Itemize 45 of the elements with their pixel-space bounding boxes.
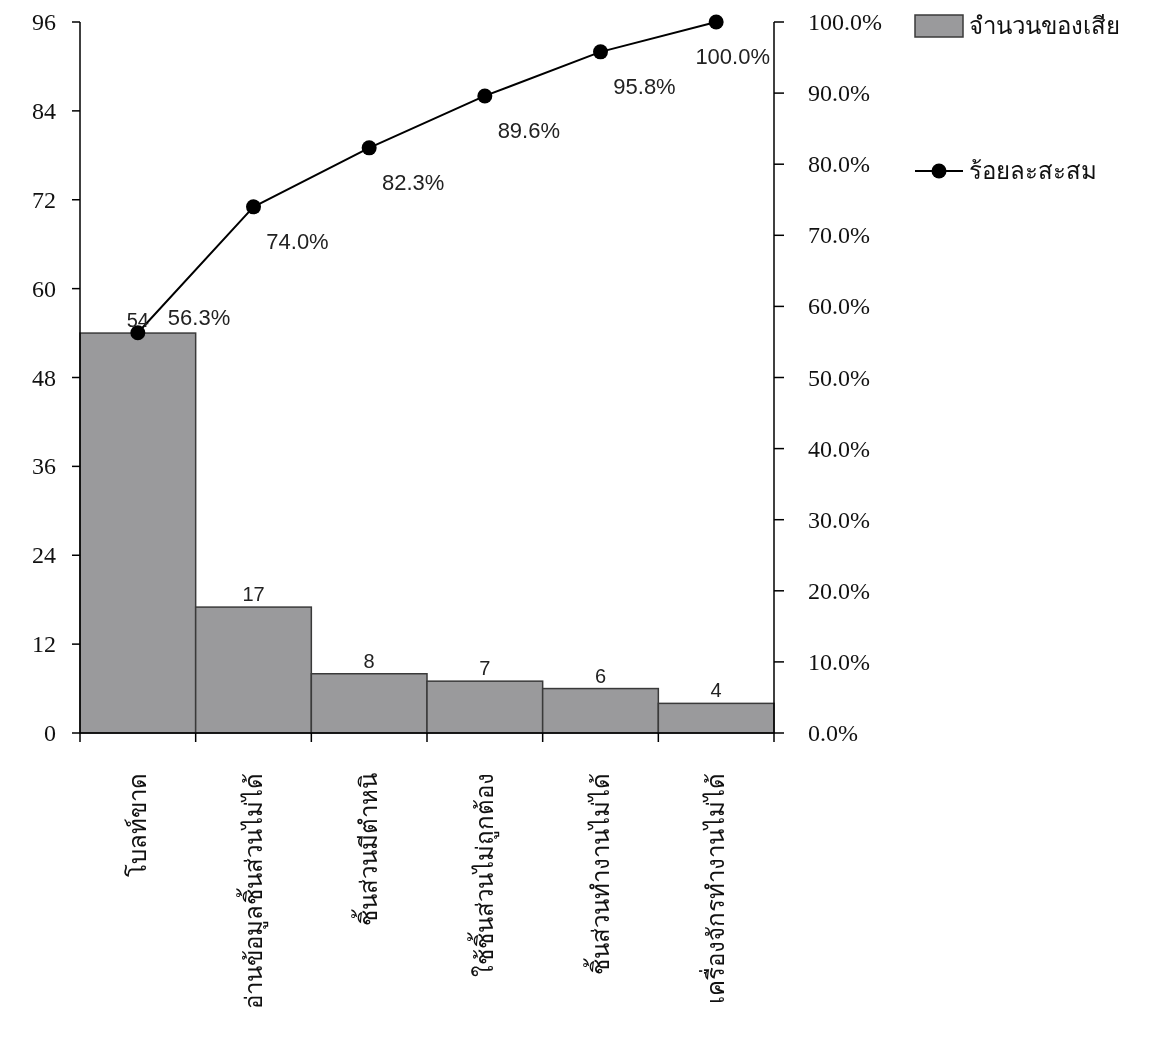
y-tick-label: 84 bbox=[32, 97, 56, 124]
y2-tick-label: 20.0% bbox=[808, 577, 870, 604]
data-label: 56.3% bbox=[167, 304, 231, 330]
y-tick-label: 60 bbox=[32, 275, 56, 302]
y-tick-label: 96 bbox=[32, 9, 56, 35]
x-tick-label: โบลท์ขาด bbox=[123, 773, 151, 877]
y2-tick-label: 100.0% bbox=[808, 9, 882, 35]
y2-tick-label: 90.0% bbox=[808, 80, 870, 107]
data-label: 6 bbox=[594, 664, 607, 687]
point bbox=[361, 140, 377, 156]
point bbox=[246, 199, 261, 215]
point bbox=[477, 88, 493, 104]
data-label: 100.0% bbox=[695, 44, 770, 69]
x-tick-label: ใช้ชิ้นส่วนไม่ถูกต้อง bbox=[466, 773, 500, 977]
y-tick-label: 72 bbox=[32, 186, 56, 213]
y2-tick-label: 80.0% bbox=[808, 151, 870, 178]
y2-tick-label: 60.0% bbox=[808, 293, 870, 320]
data-label: 54 bbox=[126, 309, 149, 332]
point bbox=[593, 44, 608, 60]
y2-tick-label: 0.0% bbox=[808, 720, 858, 746]
y2-tick-label: 30.0% bbox=[808, 506, 870, 533]
data-label: 7 bbox=[479, 657, 491, 680]
data-label: 95.8% bbox=[613, 73, 676, 99]
y-tick-label: 24 bbox=[32, 542, 56, 569]
point bbox=[708, 14, 724, 30]
y2-tick-label: 50.0% bbox=[808, 364, 870, 391]
legend-label: จำนวนของเสีย bbox=[969, 13, 1120, 39]
x-tick-label: เครื่องจักรทำงานไม่ได้ bbox=[699, 773, 730, 1004]
data-label: 8 bbox=[363, 649, 375, 672]
y2-tick-label: 10.0% bbox=[808, 648, 870, 675]
y-tick-label: 36 bbox=[32, 453, 56, 480]
y-tick-label: 12 bbox=[32, 631, 56, 658]
x-tick-label: อ่านข้อมูลชิ้นส่วนไม่ได้ bbox=[235, 773, 269, 1009]
x-tick-label: ชิ้นส่วนมีตำหนิ bbox=[351, 773, 383, 926]
data-label: 4 bbox=[710, 679, 722, 702]
y-tick-label: 48 bbox=[32, 364, 56, 391]
y-tick-label: 0 bbox=[44, 720, 56, 746]
data-label: 82.3% bbox=[381, 169, 445, 195]
legend-label: ร้อยละสะสม bbox=[969, 158, 1097, 184]
y2-tick-label: 70.0% bbox=[808, 222, 870, 249]
y2-tick-label: 40.0% bbox=[808, 435, 870, 462]
data-label: 17 bbox=[242, 583, 265, 606]
data-label: 89.6% bbox=[497, 117, 561, 143]
data-label: 74.0% bbox=[266, 228, 329, 254]
x-tick-label: ชิ้นส่วนทำงานไม่ได้ bbox=[582, 773, 614, 975]
